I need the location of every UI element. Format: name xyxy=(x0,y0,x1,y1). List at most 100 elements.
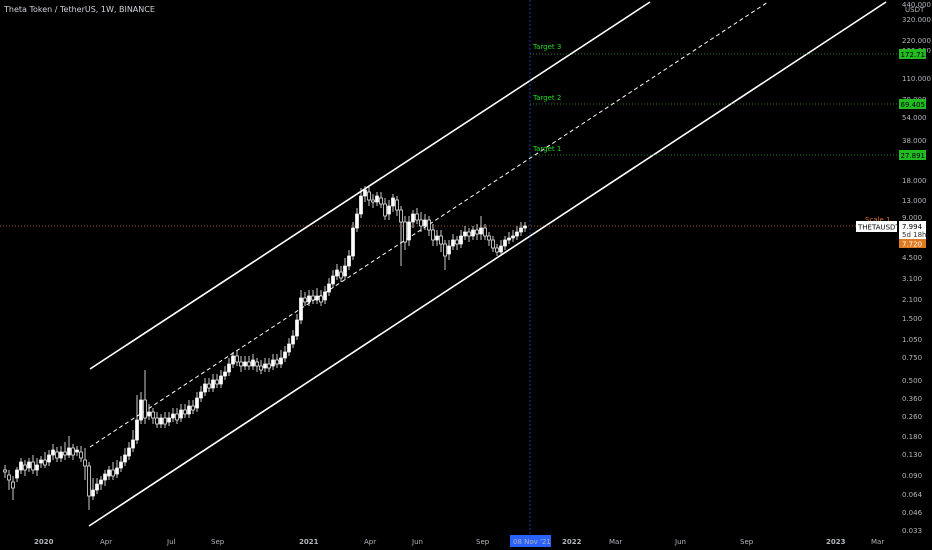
candle-body xyxy=(475,229,479,235)
candle-body xyxy=(343,265,347,277)
time-tick-label: Jul xyxy=(166,538,176,546)
channel-mid-line[interactable] xyxy=(89,1,769,448)
price-tick-label: 0.180 xyxy=(902,433,922,441)
candle-body xyxy=(187,405,191,415)
candle-body xyxy=(307,295,311,303)
candle-body xyxy=(103,473,107,481)
candle-body xyxy=(11,481,15,489)
candle-body xyxy=(243,361,247,367)
candle-body xyxy=(427,219,431,231)
candle-body xyxy=(35,464,39,471)
price-tick-label: 0.750 xyxy=(902,354,922,362)
channel-upper-line[interactable] xyxy=(89,1,651,370)
candle-body xyxy=(355,213,359,229)
candle-body xyxy=(155,417,159,425)
price-tick-label: 220.000 xyxy=(902,37,931,45)
candle-body xyxy=(211,379,215,389)
candle-body xyxy=(31,461,35,471)
candle-body xyxy=(295,319,299,337)
candle-body xyxy=(299,297,303,321)
candle-body xyxy=(335,269,339,277)
candle-body xyxy=(247,361,251,367)
candle-body xyxy=(123,454,127,463)
price-tick-label: 110.000 xyxy=(902,75,931,83)
time-tick-label: Mar xyxy=(871,538,884,546)
candle-body xyxy=(107,469,111,477)
time-tick-label: Sep xyxy=(476,538,490,546)
candle-body xyxy=(275,359,279,365)
symbol-label: THETAUSDT xyxy=(857,224,900,232)
price-tick-label: 320.000 xyxy=(902,16,931,24)
candle-body xyxy=(331,275,335,285)
candle-body xyxy=(83,459,87,467)
channel-lower-line[interactable] xyxy=(88,1,887,527)
candle-body xyxy=(79,451,83,459)
symbol-tag xyxy=(856,221,897,232)
countdown: 5d 18h xyxy=(902,231,926,239)
candle-body xyxy=(363,189,367,197)
crosshair-date-tag xyxy=(510,535,551,547)
candle-body xyxy=(7,474,11,481)
candle-body xyxy=(383,203,387,217)
candle-body xyxy=(419,219,423,227)
candle-body xyxy=(519,227,523,233)
candle-body xyxy=(119,461,123,469)
candle-body xyxy=(399,209,403,223)
candle-body xyxy=(431,229,435,241)
time-tick-label: Apr xyxy=(364,538,376,546)
candle-body xyxy=(491,239,495,249)
candle-body xyxy=(523,225,527,229)
candle-body xyxy=(515,231,519,237)
target-2-price: 69.405 xyxy=(901,101,926,109)
candle-body xyxy=(55,451,59,459)
candle-body xyxy=(203,383,207,393)
candle-body xyxy=(387,205,391,215)
time-tick-label: Mar xyxy=(609,538,622,546)
other-price: 7.720 xyxy=(902,241,922,249)
candle-body xyxy=(375,195,379,203)
candle-body xyxy=(27,461,31,469)
candle-body xyxy=(207,383,211,389)
time-tick-label: Jun xyxy=(411,538,423,546)
candle-body xyxy=(91,489,95,497)
time-axis[interactable]: 2020 Apr Jul Sep 2021 Apr Jun Sep 2022 Mar Jun Sep 2… xyxy=(34,538,884,546)
chart-title: Theta Token / TetherUS, 1W, BINANCE xyxy=(4,5,155,14)
time-tick-label: Jun xyxy=(674,538,686,546)
candle-body xyxy=(447,245,451,255)
price-tick-label: 1.500 xyxy=(902,315,922,323)
other-price-tag xyxy=(899,239,926,248)
time-tick-label: 2022 xyxy=(562,538,582,546)
crosshair-date: 08 Nov '21 xyxy=(513,538,551,546)
time-tick-label: Sep xyxy=(740,538,754,546)
candle-body xyxy=(75,449,79,453)
candle-body xyxy=(279,357,283,365)
candle-body xyxy=(163,417,167,425)
candle-body xyxy=(147,411,151,417)
target-2-price-tag xyxy=(899,99,926,109)
price-tick-label: 4.500 xyxy=(902,254,922,262)
price-axis[interactable]: 440.000320.000220.000160.000110.00078.00… xyxy=(902,1,931,535)
price-tick-label: 18.000 xyxy=(902,177,927,185)
candle-body xyxy=(251,359,255,367)
candle-body xyxy=(167,417,171,423)
price-tick-label: 0.090 xyxy=(902,472,922,480)
candle-body xyxy=(495,247,499,253)
candle-body xyxy=(423,219,427,227)
last-price-tag xyxy=(899,221,926,240)
time-tick-label: 2023 xyxy=(826,538,846,546)
price-tick-label: 0.130 xyxy=(902,451,922,459)
candle-body xyxy=(479,227,483,235)
price-tick-label: 1.050 xyxy=(902,336,922,344)
time-tick-label: Sep xyxy=(211,538,225,546)
candle-body xyxy=(195,397,199,409)
price-tick-label: 13.000 xyxy=(902,197,927,205)
candle-body xyxy=(87,465,91,497)
candle-body xyxy=(135,419,139,441)
candle-body xyxy=(215,379,219,385)
target-1-label: Target 1 xyxy=(532,145,561,153)
candle-body xyxy=(139,399,143,421)
price-tick-label: 9.000 xyxy=(902,214,922,222)
candle-body xyxy=(407,221,411,241)
target-2-label: Target 2 xyxy=(532,94,561,102)
